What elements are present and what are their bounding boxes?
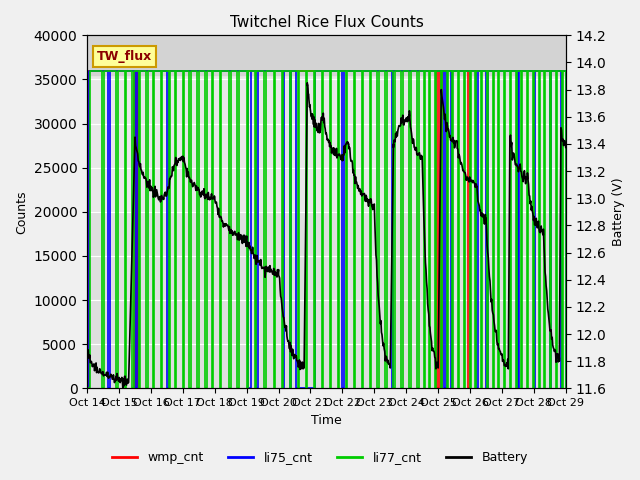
Bar	[87, 36, 566, 75]
X-axis label: Time: Time	[311, 414, 342, 427]
Y-axis label: Battery (V): Battery (V)	[612, 178, 625, 246]
Title: Twitchel Rice Flux Counts: Twitchel Rice Flux Counts	[230, 15, 424, 30]
Legend: wmp_cnt, li75_cnt, li77_cnt, Battery: wmp_cnt, li75_cnt, li77_cnt, Battery	[107, 446, 533, 469]
Bar	[87, 212, 566, 388]
Text: TW_flux: TW_flux	[97, 50, 152, 63]
Y-axis label: Counts: Counts	[15, 190, 28, 234]
